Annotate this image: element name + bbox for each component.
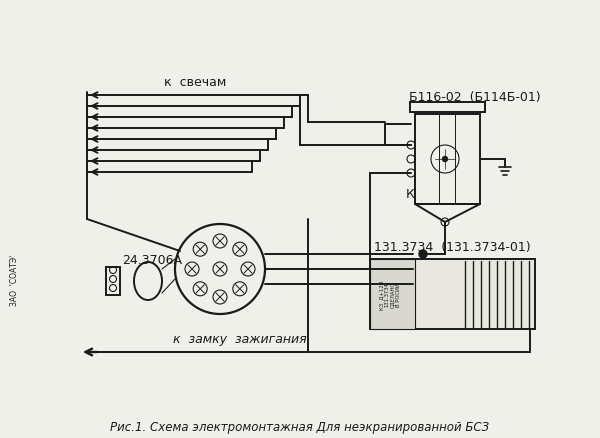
- Text: к  замку  зажигания: к замку зажигания: [173, 333, 307, 346]
- Bar: [410, 103, 485, 113]
- Text: 24.3706А: 24.3706А: [122, 253, 182, 266]
- Text: К: К: [406, 188, 415, 201]
- Text: КЗ  Д+12В
131.3734
СДЕЛАНО
В РОСИИ: КЗ Д+12В 131.3734 СДЕЛАНО В РОСИИ: [379, 280, 401, 309]
- Circle shape: [443, 157, 448, 162]
- Text: Рис.1. Схема электромонтажная Для неэкранированной БСЗ: Рис.1. Схема электромонтажная Для неэкра…: [110, 420, 490, 434]
- Circle shape: [419, 251, 427, 258]
- Text: к  свечам: к свечам: [164, 75, 226, 88]
- Bar: [370, 259, 535, 329]
- Text: Б116-02  (Б114Б-01): Б116-02 (Б114Б-01): [409, 91, 541, 104]
- Text: 131.3734  (131.3734-01): 131.3734 (131.3734-01): [374, 241, 530, 254]
- Bar: [370, 259, 415, 329]
- Text: ЗАО  'СОАТЭ': ЗАО 'СОАТЭ': [10, 254, 19, 305]
- Bar: [415, 115, 480, 205]
- Bar: [106, 267, 120, 295]
